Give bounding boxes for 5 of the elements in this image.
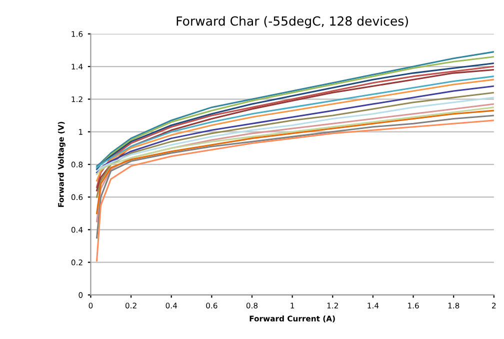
line-series	[96, 114, 494, 239]
chart-title: Forward Char (-55degC, 128 devices)	[176, 16, 408, 28]
line-series	[96, 92, 494, 198]
line-series	[96, 106, 494, 175]
line-series	[96, 120, 494, 262]
